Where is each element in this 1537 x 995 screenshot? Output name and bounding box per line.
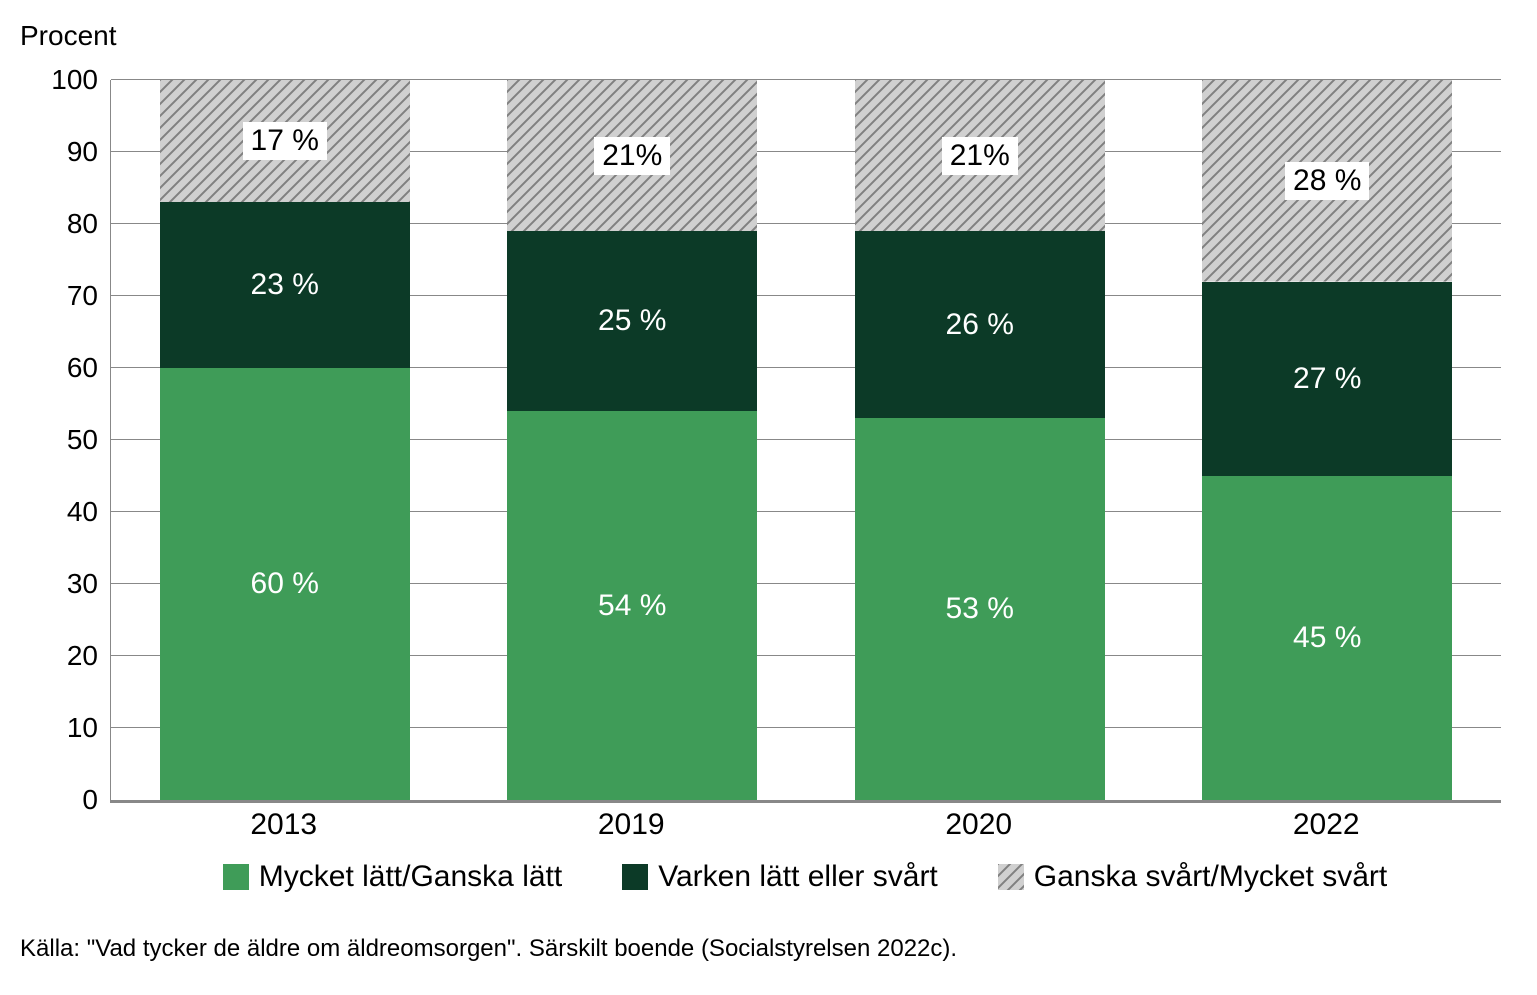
- bar-column: 21% 25 % 54 %: [507, 80, 757, 800]
- y-tick-label: 20: [20, 640, 98, 672]
- legend-label: Ganska svårt/Mycket svårt: [1034, 860, 1387, 894]
- bar-value-label: 45 %: [1293, 621, 1361, 655]
- bar-value-label: 23 %: [251, 268, 319, 302]
- x-tick-label: 2020: [854, 808, 1104, 842]
- bar-value-label: 60 %: [251, 567, 319, 601]
- bar-value-label: 21%: [942, 137, 1018, 175]
- y-axis-title: Procent: [20, 20, 117, 52]
- bar-value-label: 25 %: [598, 304, 666, 338]
- stacked-bar-chart: Procent 0 10 20 30 40 50 60 70 80 90 100 17 % 23 % 6…: [20, 20, 1517, 975]
- x-tick-label: 2013: [159, 808, 409, 842]
- legend: Mycket lätt/Ganska lätt Varken lätt eller…: [110, 860, 1500, 894]
- bar-value-label: 17 %: [243, 122, 327, 160]
- y-tick-label: 10: [20, 712, 98, 744]
- bar-segment-easy: 45 %: [1202, 476, 1452, 800]
- y-tick-label: 60: [20, 352, 98, 384]
- bar-segment-easy: 54 %: [507, 411, 757, 800]
- legend-item: Varken lätt eller svårt: [622, 860, 938, 894]
- bar-segment-hard: 21%: [507, 80, 757, 231]
- bar-segment-hard: 21%: [855, 80, 1105, 231]
- bar-segment-neither: 27 %: [1202, 282, 1452, 476]
- y-tick-label: 40: [20, 496, 98, 528]
- bar-segment-hard: 17 %: [160, 80, 410, 202]
- y-tick-label: 30: [20, 568, 98, 600]
- x-axis-labels: 2013 2019 2020 2022: [110, 808, 1500, 842]
- x-tick-label: 2019: [506, 808, 756, 842]
- y-tick-label: 70: [20, 280, 98, 312]
- y-tick-label: 100: [20, 64, 98, 96]
- bar-segment-easy: 60 %: [160, 368, 410, 800]
- bar-value-label: 26 %: [946, 308, 1014, 342]
- legend-label: Mycket lätt/Ganska lätt: [259, 860, 562, 894]
- bar-value-label: 53 %: [946, 592, 1014, 626]
- bar-value-label: 21%: [594, 137, 670, 175]
- source-text: Källa: "Vad tycker de äldre om äldreomso…: [20, 935, 957, 963]
- legend-swatch: [622, 864, 648, 890]
- bar-column: 28 % 27 % 45 %: [1202, 80, 1452, 800]
- bar-column: 21% 26 % 53 %: [855, 80, 1105, 800]
- y-tick-label: 50: [20, 424, 98, 456]
- bar-value-label: 28 %: [1285, 162, 1369, 200]
- y-tick-label: 90: [20, 136, 98, 168]
- plot-area: 17 % 23 % 60 % 21% 25 % 54 % 21% 26 % 53 % 28 % 27…: [110, 80, 1501, 803]
- bar-segment-hard: 28 %: [1202, 80, 1452, 282]
- y-tick-label: 80: [20, 208, 98, 240]
- bar-value-label: 27 %: [1293, 362, 1361, 396]
- bar-value-label: 54 %: [598, 589, 666, 623]
- y-tick-label: 0: [20, 784, 98, 816]
- legend-item: Mycket lätt/Ganska lätt: [223, 860, 562, 894]
- bar-column: 17 % 23 % 60 %: [160, 80, 410, 800]
- legend-swatch: [223, 864, 249, 890]
- bar-segment-neither: 23 %: [160, 202, 410, 368]
- x-tick-label: 2022: [1201, 808, 1451, 842]
- legend-item: Ganska svårt/Mycket svårt: [998, 860, 1387, 894]
- bar-segment-neither: 26 %: [855, 231, 1105, 418]
- legend-swatch: [998, 864, 1024, 890]
- legend-label: Varken lätt eller svårt: [658, 860, 938, 894]
- bar-segment-neither: 25 %: [507, 231, 757, 411]
- bar-segment-easy: 53 %: [855, 418, 1105, 800]
